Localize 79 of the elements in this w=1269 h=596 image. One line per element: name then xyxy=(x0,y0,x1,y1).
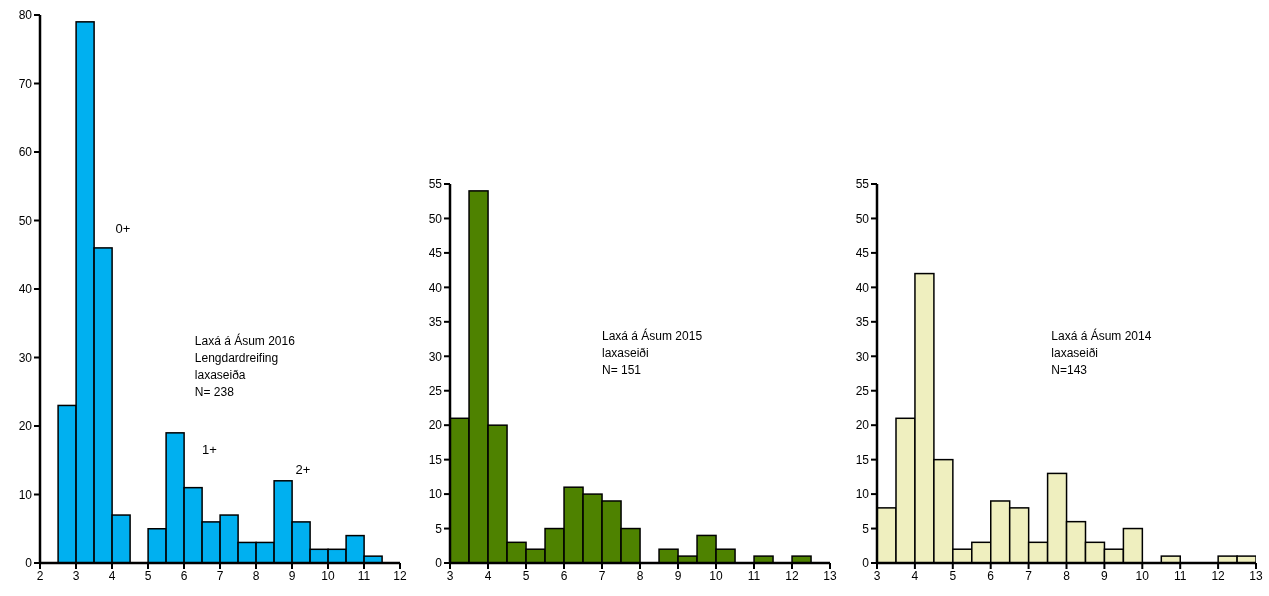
y-tick-label: 45 xyxy=(855,246,870,261)
x-tick-label: 8 xyxy=(1063,568,1071,583)
y-tick-label: 30 xyxy=(18,350,33,365)
annotation: N= 151 xyxy=(602,362,643,379)
y-tick-label: 0 xyxy=(435,556,443,571)
x-tick-label: 3 xyxy=(873,568,881,583)
x-tick-label: 12 xyxy=(393,568,407,583)
annotation: N=143 xyxy=(1051,362,1089,379)
y-tick-label: 70 xyxy=(18,76,33,91)
x-tick-label: 11 xyxy=(1173,568,1187,583)
x-tick-label: 4 xyxy=(911,568,919,583)
annotation: Lengdardreifing xyxy=(194,349,280,367)
y-tick-label: 55 xyxy=(855,177,870,192)
y-tick-label: 5 xyxy=(862,521,870,536)
x-tick-label: 5 xyxy=(522,568,530,583)
x-tick-label: 8 xyxy=(636,568,644,583)
x-tick-label: 13 xyxy=(1249,568,1263,583)
x-tick-label: 13 xyxy=(823,568,837,583)
y-tick-label: 40 xyxy=(855,280,870,295)
x-tick-label: 3 xyxy=(72,568,80,583)
y-tick-label: 35 xyxy=(428,315,443,330)
y-tick-label: 50 xyxy=(18,213,33,228)
y-tick-label: 55 xyxy=(428,177,443,192)
y-tick-label: 30 xyxy=(428,349,443,364)
annotation: 0+ xyxy=(115,220,131,236)
y-tick-label: 30 xyxy=(855,349,870,364)
y-tick-label: 50 xyxy=(428,211,443,226)
y-tick-label: 10 xyxy=(18,487,33,502)
y-tick-label: 0 xyxy=(25,556,33,571)
x-tick-label: 10 xyxy=(321,568,335,583)
x-tick-label: 4 xyxy=(484,568,492,583)
x-tick-label: 5 xyxy=(144,568,152,583)
annotation: Laxá á Ásum 2015 xyxy=(602,328,703,345)
y-tick-label: 10 xyxy=(428,487,443,502)
x-tick-label: 2 xyxy=(36,568,44,583)
x-tick-label: 5 xyxy=(949,568,957,583)
x-tick-label: 10 xyxy=(709,568,723,583)
annotation: Laxá á Ásum 2014 xyxy=(1051,328,1152,345)
x-tick-label: 7 xyxy=(598,568,606,583)
x-tick-label: 7 xyxy=(1025,568,1033,583)
x-tick-label: 10 xyxy=(1135,568,1150,583)
x-tick-label: 11 xyxy=(747,568,761,583)
y-tick-label: 20 xyxy=(428,418,443,433)
y-tick-label: 45 xyxy=(428,246,443,261)
y-tick-label: 40 xyxy=(428,280,443,295)
x-tick-label: 4 xyxy=(108,568,116,583)
x-tick-label: 9 xyxy=(1101,568,1109,583)
y-tick-label: 80 xyxy=(18,8,33,23)
y-tick-label: 35 xyxy=(855,315,870,330)
y-tick-label: 0 xyxy=(862,556,870,571)
x-tick-label: 7 xyxy=(216,568,224,583)
annotation: laxaseiði xyxy=(602,345,650,362)
annotation: laxaseiða xyxy=(194,366,247,384)
annotation: Laxá á Ásum 2016 xyxy=(194,332,295,350)
x-tick-label: 11 xyxy=(357,568,371,583)
x-tick-label: 9 xyxy=(288,568,296,583)
y-tick-label: 60 xyxy=(18,145,33,160)
x-tick-label: 6 xyxy=(987,568,995,583)
y-tick-label: 50 xyxy=(855,211,870,226)
y-tick-label: 25 xyxy=(428,383,443,398)
x-tick-label: 6 xyxy=(180,568,188,583)
y-tick-label: 10 xyxy=(855,487,870,502)
y-tick-label: 15 xyxy=(855,452,870,467)
annotation: 1+ xyxy=(202,442,217,458)
annotation: 2+ xyxy=(295,461,311,477)
x-tick-label: 3 xyxy=(446,568,454,583)
y-tick-label: 15 xyxy=(428,452,443,467)
y-tick-label: 5 xyxy=(435,521,443,536)
x-tick-label: 8 xyxy=(252,568,260,583)
y-tick-label: 25 xyxy=(855,383,870,398)
y-tick-label: 40 xyxy=(18,282,33,297)
y-tick-label: 20 xyxy=(18,419,33,434)
x-tick-label: 6 xyxy=(560,568,568,583)
y-tick-label: 20 xyxy=(855,418,870,433)
x-tick-label: 9 xyxy=(674,568,682,583)
x-tick-label: 12 xyxy=(1211,568,1226,583)
x-tick-label: 12 xyxy=(785,568,799,583)
annotation: laxaseiði xyxy=(1051,345,1100,362)
annotation: N= 238 xyxy=(194,383,235,401)
